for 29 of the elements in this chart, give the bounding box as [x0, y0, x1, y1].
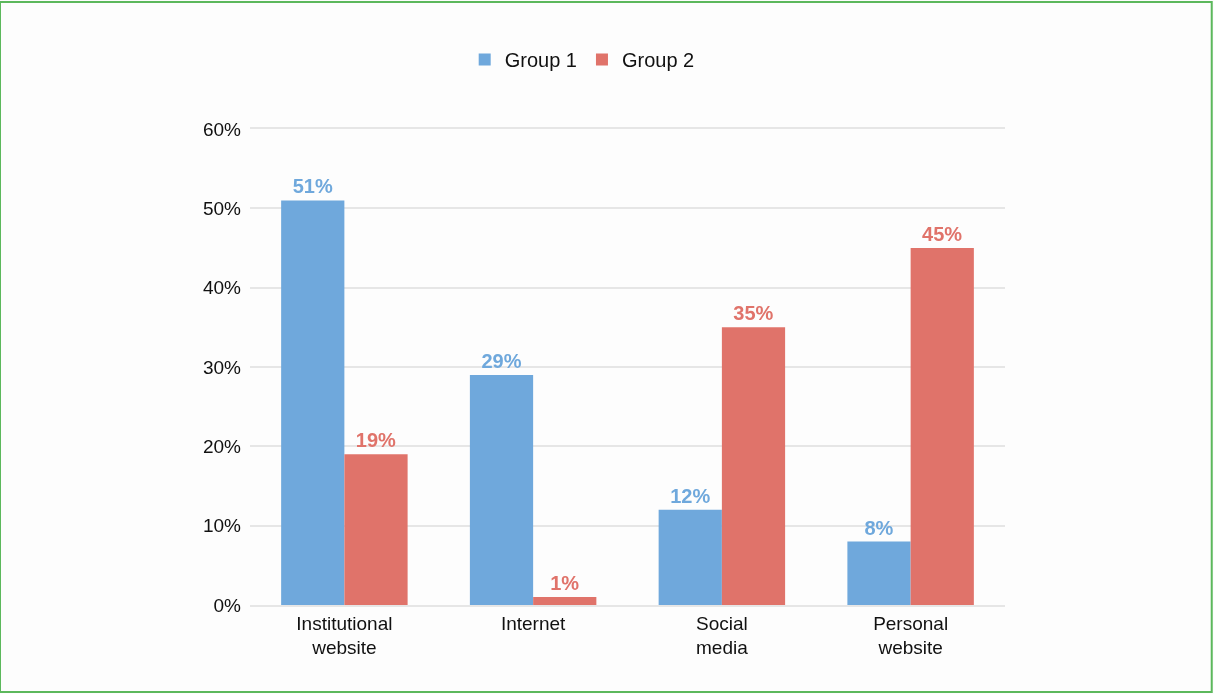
y-tick-label: 10% — [202, 515, 242, 537]
bar — [658, 509, 722, 605]
y-tick-label: 0% — [213, 594, 242, 616]
data-label: 8% — [864, 516, 894, 539]
legend-label: Group 2 — [621, 49, 695, 72]
y-tick-label: 50% — [202, 197, 242, 219]
bar — [344, 454, 408, 605]
x-tick-label: Internet — [500, 612, 567, 634]
bar — [721, 327, 786, 605]
data-label: 51% — [292, 175, 333, 198]
data-label: 29% — [481, 349, 522, 372]
data-label: 35% — [733, 302, 774, 325]
y-tick-label: 30% — [202, 356, 242, 378]
x-tick-label: Social media — [696, 612, 749, 659]
data-label: 12% — [670, 484, 711, 507]
bar — [469, 374, 534, 605]
bar — [281, 200, 345, 605]
y-tick-label: 60% — [202, 118, 242, 140]
y-tick-label: 20% — [202, 435, 242, 457]
data-label: 1% — [550, 572, 580, 595]
bar — [533, 597, 597, 605]
data-label: 45% — [922, 223, 963, 245]
legend-label: Group 1 — [504, 49, 577, 72]
x-tick-label: Institutional website — [296, 612, 393, 659]
bar — [910, 248, 974, 605]
y-tick-label: 40% — [202, 277, 242, 299]
bar — [847, 541, 911, 605]
data-label: 19% — [355, 429, 397, 452]
x-tick-label: Personal website — [873, 612, 949, 659]
